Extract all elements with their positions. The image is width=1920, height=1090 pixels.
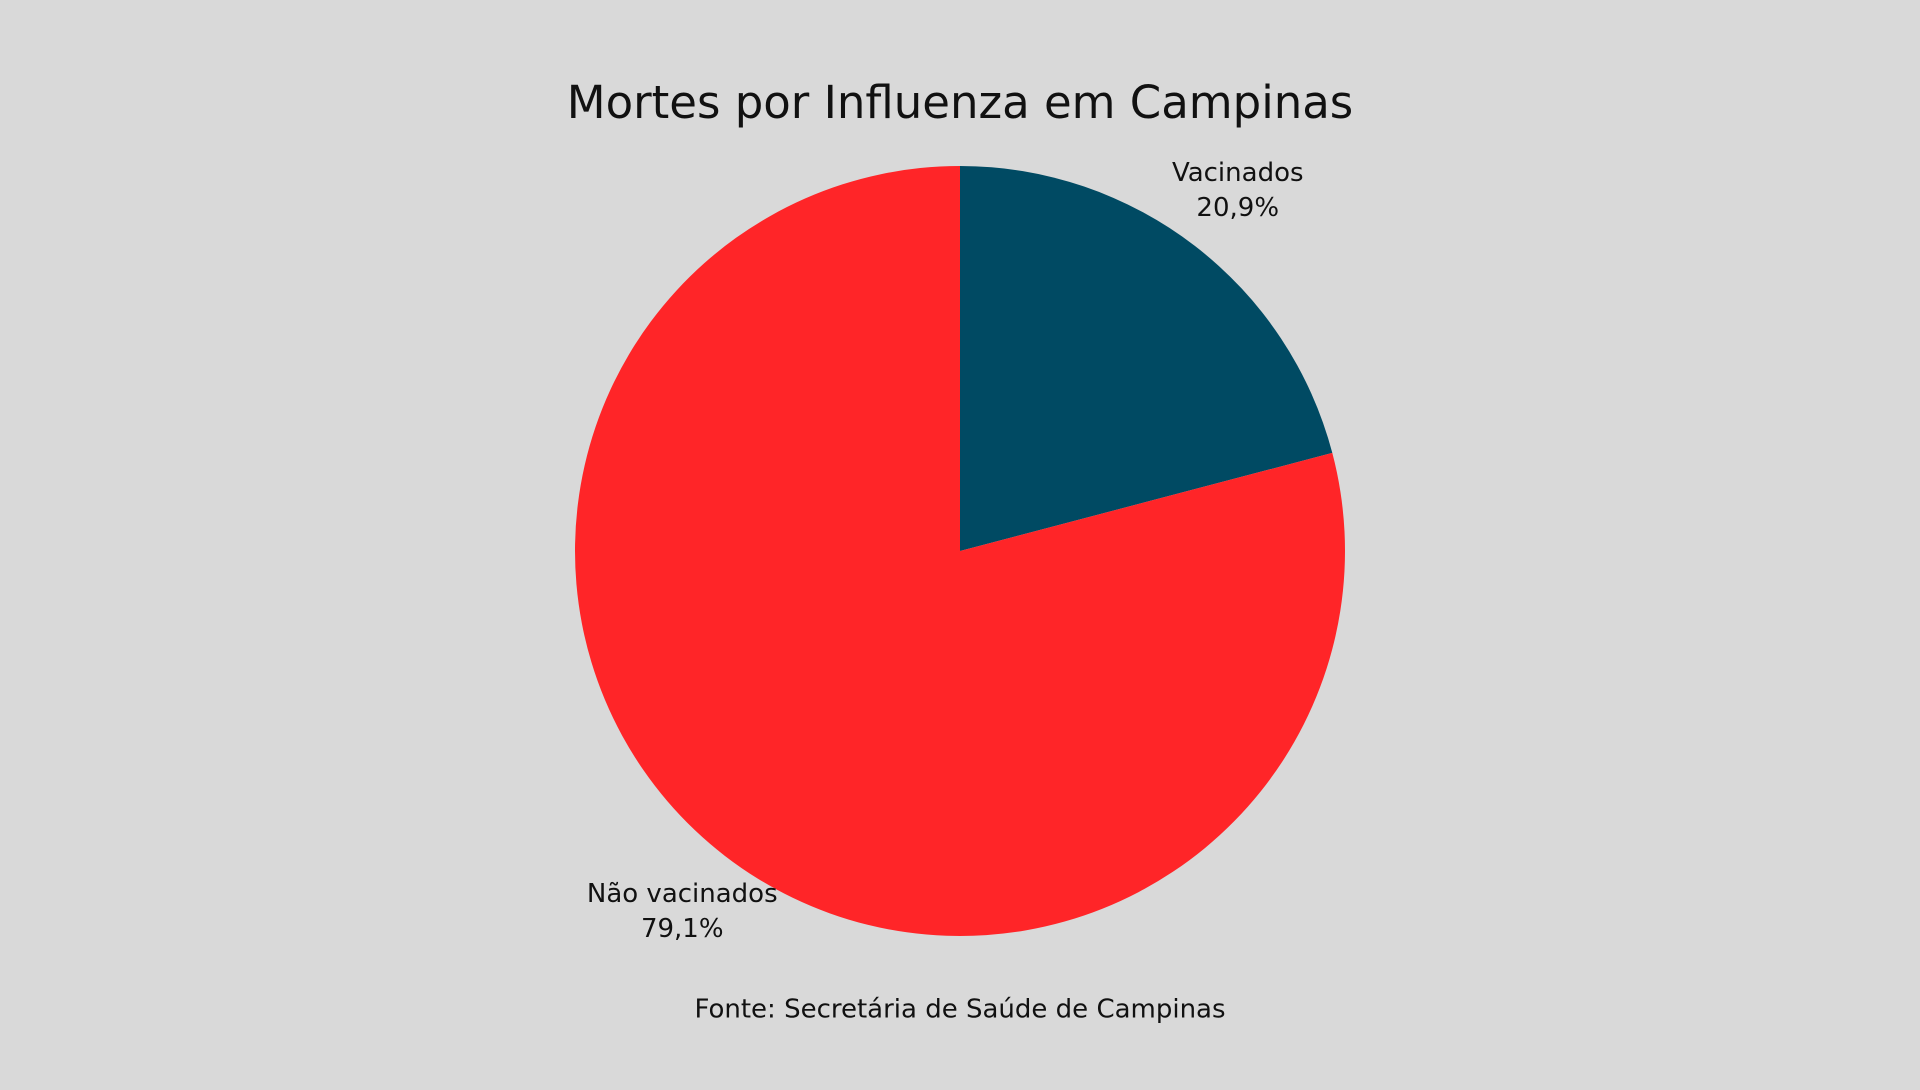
value-label: 20,9% [1196,193,1279,223]
slice-label: Vacinados [1172,158,1304,188]
pie-slice [960,166,1333,551]
source-note: Fonte: Secretária de Saúde de Campinas [694,995,1225,1025]
value-label: 79,1% [641,914,724,944]
pie-slice [574,166,1346,936]
slice-label: Não vacinados [587,879,778,909]
chart-title: Mortes por Influenza em Campinas [567,76,1353,129]
